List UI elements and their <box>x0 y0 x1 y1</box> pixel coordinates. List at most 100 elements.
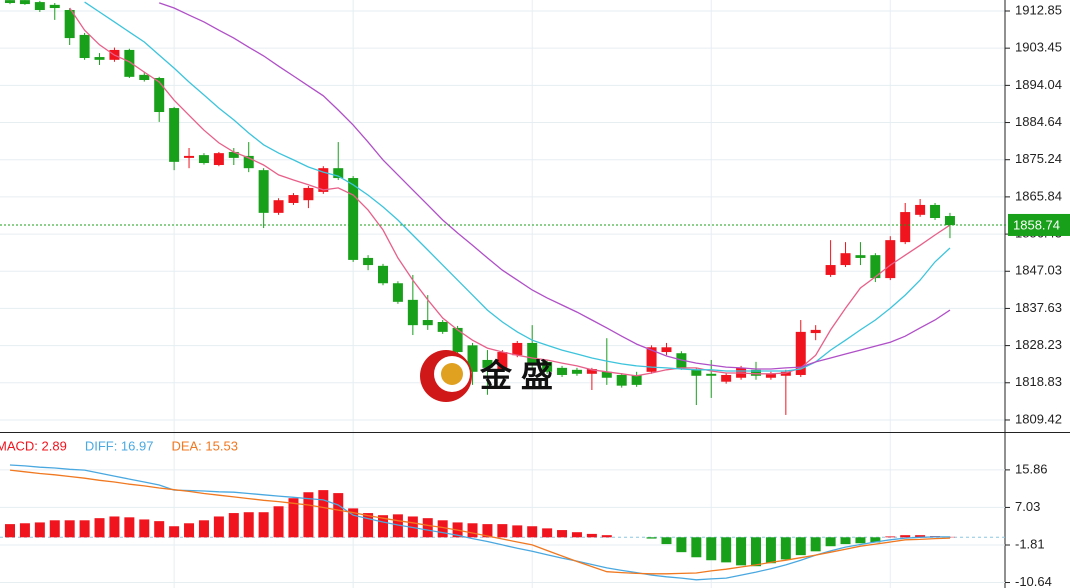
macd-bar <box>676 537 687 553</box>
candle-body <box>557 367 568 375</box>
macd-bar <box>795 537 806 556</box>
y-tick-label: 15.86 <box>1015 461 1048 476</box>
macd-bar <box>303 492 314 538</box>
candle-body <box>497 352 508 370</box>
y-tick-label: 1875.24 <box>1015 151 1062 166</box>
candle-body <box>780 371 791 376</box>
candle-body <box>870 255 881 279</box>
candle-body <box>243 155 254 169</box>
macd-bar <box>646 537 657 539</box>
macd-bar <box>780 537 791 560</box>
candle-body <box>855 255 866 258</box>
macd-bar <box>497 524 508 538</box>
y-tick-label: 1818.83 <box>1015 374 1062 389</box>
y-tick-label: 1828.23 <box>1015 337 1062 352</box>
macd-bar <box>870 537 881 543</box>
candle-body <box>527 342 538 366</box>
candle-body <box>154 78 165 113</box>
macd-bar <box>94 518 105 538</box>
candle-body <box>900 212 911 243</box>
macd-bar <box>64 520 75 538</box>
macd-bar <box>169 526 180 538</box>
moving-average-line <box>84 1 951 372</box>
macd-line <box>9 464 950 581</box>
macd-bar <box>348 508 359 538</box>
candle-body <box>467 345 478 372</box>
macd-bar <box>721 537 732 563</box>
y-tick-label: 7.03 <box>1015 499 1040 514</box>
macd-bar <box>691 537 702 558</box>
candle-body <box>363 257 374 266</box>
candle-body <box>348 178 359 260</box>
candle-body <box>198 155 209 164</box>
macd-bar <box>422 518 433 538</box>
y-tick-label: 1865.84 <box>1015 188 1062 203</box>
candle-body <box>213 153 224 166</box>
candle-body <box>944 216 955 226</box>
macd-bar <box>900 535 911 538</box>
candle-body <box>79 34 90 59</box>
candle-body <box>586 369 597 374</box>
moving-average-line <box>158 2 951 370</box>
macd-bar <box>527 526 538 538</box>
y-tick-label: 1884.64 <box>1015 114 1062 129</box>
macd-bar <box>751 537 761 567</box>
y-tick-label: 1847.03 <box>1015 263 1062 278</box>
candle-body <box>691 369 702 376</box>
y-tick-label: 1912.85 <box>1015 2 1062 17</box>
macd-bar <box>19 523 30 538</box>
y-tick-label: 1837.63 <box>1015 300 1062 315</box>
candle-body <box>661 347 672 353</box>
candle-body <box>378 265 388 284</box>
candle-body <box>49 4 60 9</box>
macd-bar <box>273 506 284 538</box>
candle-body <box>452 327 463 353</box>
macd-bar <box>198 520 209 538</box>
macd-bar <box>467 523 478 538</box>
macd-bar <box>586 533 597 538</box>
macd-bar <box>363 513 374 538</box>
macd-bar <box>154 521 165 538</box>
watermark-text: 金 盛 <box>479 357 553 393</box>
y-tick-label: 1903.45 <box>1015 40 1062 55</box>
macd-bar <box>79 520 90 538</box>
candle-body <box>422 320 433 326</box>
macd-bar <box>288 498 299 538</box>
macd-bar <box>840 537 851 545</box>
candle-body <box>810 329 821 334</box>
candle-body <box>139 74 150 80</box>
macd-bar <box>378 515 388 538</box>
macd-bar <box>736 537 747 566</box>
candle-body <box>915 204 926 215</box>
candle-body <box>303 187 314 201</box>
candle-body <box>706 373 717 376</box>
macd-bar <box>542 528 553 538</box>
macd-bar <box>512 525 523 538</box>
macd-bar <box>228 513 239 538</box>
macd-bar <box>482 524 493 538</box>
macd-bar <box>855 537 866 544</box>
macd-bar <box>333 493 344 538</box>
macd-bar <box>557 530 568 538</box>
macd-bar <box>915 535 926 538</box>
candle-body <box>5 0 15 4</box>
candle-body <box>392 283 403 302</box>
candle-body <box>228 151 239 158</box>
candle-body <box>333 168 344 179</box>
candle-body <box>318 168 329 192</box>
macd-bar <box>5 524 15 538</box>
candle-body <box>571 369 582 374</box>
last-price-label: 1858.74 <box>1013 217 1060 232</box>
y-tick-label: 1809.42 <box>1015 411 1062 426</box>
candle-body <box>840 253 851 266</box>
candle-body <box>482 359 493 368</box>
candle-body <box>169 108 180 162</box>
macd-bar <box>601 535 612 538</box>
candle-body <box>542 361 553 372</box>
candle-body <box>721 374 732 382</box>
macd-bar <box>765 537 776 564</box>
legend-entry: DIFF: 16.97 <box>85 438 154 453</box>
candle-body <box>930 204 941 218</box>
macd-bar <box>318 490 329 538</box>
